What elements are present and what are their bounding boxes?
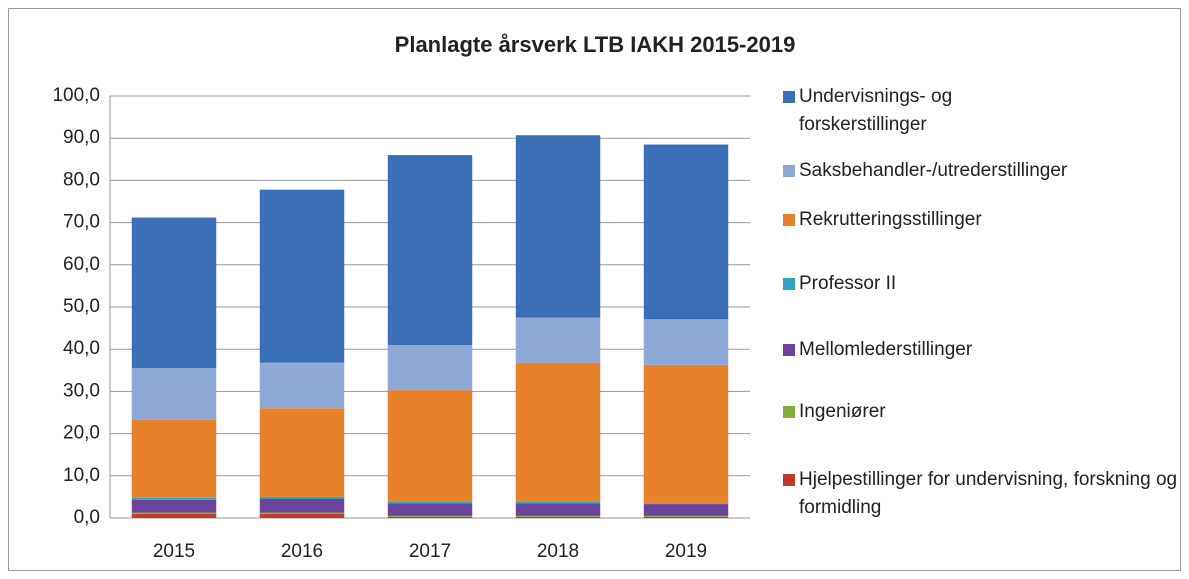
bar-segment	[387, 155, 473, 345]
x-tick-label: 2019	[665, 541, 707, 562]
y-tick-label: 50,0	[63, 296, 100, 317]
x-tick-label: 2015	[153, 541, 195, 562]
legend-entry: Undervisnings- og forskerstillinger	[783, 83, 1183, 139]
bar-segment	[387, 516, 473, 518]
legend-entry: Mellomlederstillinger	[783, 336, 1183, 364]
legend-label: Undervisnings- og forskerstillinger	[799, 86, 953, 135]
legend-swatch	[783, 214, 795, 226]
legend-swatch	[783, 278, 795, 290]
bar-segment	[387, 501, 473, 504]
bar-segment	[387, 390, 473, 502]
chart-title: Planlagte årsverk LTB IAKH 2015-2019	[395, 32, 796, 57]
legend-entry: Hjelpestillinger for undervisning, forsk…	[783, 466, 1183, 522]
bar-segment	[643, 503, 729, 505]
legend-label: Saksbehandler-/utrederstillinger	[799, 160, 1068, 181]
bar-segment	[131, 368, 217, 420]
y-tick-label: 80,0	[63, 169, 100, 190]
legend-entry: Saksbehandler-/utrederstillinger	[783, 157, 1183, 185]
bar-segment	[131, 419, 217, 498]
bar-segment	[259, 408, 345, 497]
bar-segment	[515, 317, 601, 363]
y-tick-label: 30,0	[63, 380, 100, 401]
y-tick-label: 100,0	[52, 85, 100, 106]
legend-swatch	[783, 165, 795, 177]
legend-swatch	[783, 474, 795, 486]
bar-segment	[643, 515, 729, 517]
bar-segment	[131, 217, 217, 369]
bar-segment	[259, 512, 345, 514]
legend-label: Professor II	[799, 273, 897, 294]
legend-swatch	[783, 406, 795, 418]
legend-label: Ingeniører	[799, 401, 886, 422]
y-tick-label: 90,0	[63, 127, 100, 148]
y-tick-label: 60,0	[63, 254, 100, 275]
bar-segment	[515, 501, 601, 504]
bar-segment	[259, 513, 345, 518]
bar-segment	[131, 497, 217, 500]
legend-swatch	[783, 91, 795, 103]
legend-label: Hjelpestillinger for undervisning, forsk…	[799, 469, 1178, 518]
bar-segment	[131, 512, 217, 514]
y-tick-label: 20,0	[63, 423, 100, 444]
bar-segment	[515, 516, 601, 518]
bar-segment	[643, 504, 729, 516]
bar-segment	[131, 513, 217, 518]
bar-segment	[259, 189, 345, 363]
bar-segment	[515, 362, 601, 502]
bar-segment	[515, 515, 601, 517]
bar-segment	[387, 503, 473, 516]
legend-label: Rekrutteringsstillinger	[799, 209, 982, 230]
bar-segment	[643, 364, 729, 504]
bar-segment	[643, 144, 729, 320]
legend-entry: Professor II	[783, 270, 1183, 298]
bar-segment	[131, 499, 217, 513]
legend-entry: Rekrutteringsstillinger	[783, 206, 1183, 234]
bar-segment	[515, 503, 601, 516]
bar-segment	[259, 499, 345, 513]
bar-segment	[259, 362, 345, 409]
y-tick-label: 70,0	[63, 212, 100, 233]
bar-segment	[643, 516, 729, 518]
bar-segment	[387, 344, 473, 391]
y-tick-label: 40,0	[63, 338, 100, 359]
x-tick-label: 2017	[409, 541, 451, 562]
bar-segment	[387, 515, 473, 517]
bar-segment	[259, 496, 345, 500]
y-tick-label: 0,0	[74, 507, 100, 528]
legend-swatch	[783, 344, 795, 356]
bar-segment	[643, 319, 729, 365]
y-tick-label: 10,0	[63, 465, 100, 486]
legend-entry: Ingeniører	[783, 398, 1183, 426]
x-tick-label: 2018	[537, 541, 579, 562]
bar-segment	[515, 135, 601, 318]
x-tick-label: 2016	[281, 541, 323, 562]
legend-label: Mellomlederstillinger	[799, 339, 973, 360]
